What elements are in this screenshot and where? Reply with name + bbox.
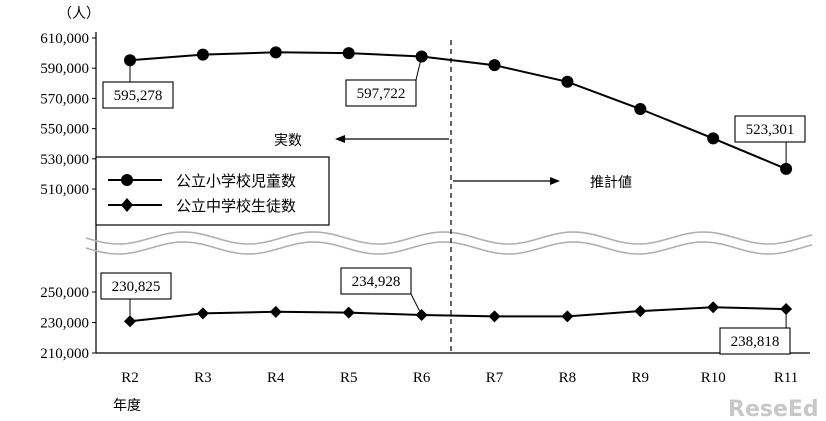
x-axis-title: 年度 [113,398,141,414]
x-tick-label: R10 [701,370,726,386]
estimate-annotation: 推計値 [453,175,632,191]
watermark-logo: ReseEd [728,397,819,421]
data-point-diamond [561,310,574,323]
series-line-0 [129,51,787,170]
x-tick-label: R9 [632,370,650,386]
x-tick-label: R11 [774,370,798,386]
data-point-circle [269,46,282,59]
data-labels: 595,278 597,722 523,301 230,825 234,928 238,8… [100,56,806,355]
y-tick-label: 610,000 [40,31,89,47]
x-tick-label: R6 [413,370,431,386]
legend: 公立小学校児童数 公立中学校生徒数 [95,156,330,226]
data-point-circle [196,48,209,61]
data-label-box [734,115,806,143]
x-ticks: R2 R3 R4 R5 R6 R7 R8 R9 R10 R11 [121,370,798,386]
data-point-diamond [707,301,720,314]
y-tick-label: 230,000 [40,316,89,332]
data-point-diamond [342,306,355,319]
data-point-diamond [488,310,501,323]
legend-diamond-marker [121,198,133,212]
legend-box [95,156,330,226]
data-label-box [340,267,412,295]
x-tick-label: R2 [121,370,139,386]
actual-annotation: 実数 [274,133,449,149]
y-tick-label: 510,000 [40,182,89,198]
data-label: 234,928 [352,274,401,290]
x-tick-label: R4 [267,370,285,386]
x-tick-label: R8 [559,370,577,386]
data-label: 523,301 [746,122,795,138]
y-tick-label: 550,000 [40,122,89,138]
x-tick-label: R5 [340,370,358,386]
data-point-diamond [269,305,282,318]
data-point-circle [561,75,574,88]
x-tick-label: R3 [194,370,212,386]
data-point-circle [342,47,355,60]
unit-label: （人） [58,6,100,22]
estimate-label: 推計値 [590,175,632,191]
data-label-leader [410,293,423,316]
y-tick-label: 250,000 [40,285,89,301]
data-label-leader [415,56,423,81]
data-point-circle [707,132,720,145]
data-point-diamond [196,307,209,320]
y-ticks-lower: 250,000 230,000 210,000 [40,285,96,362]
data-point-circle [488,59,501,72]
series-line-1 [129,306,787,323]
data-point-circle [634,102,647,115]
legend-label-junior-high: 公立中学校生徒数 [176,197,296,215]
data-point-diamond [634,305,647,318]
legend-circle-marker [121,174,133,186]
data-label-box [719,327,791,355]
data-label: 238,818 [731,334,780,350]
y-tick-label: 530,000 [40,152,89,168]
y-tick-label: 570,000 [40,91,89,107]
axis-break [85,231,813,255]
data-label-box [345,79,417,107]
y-tick-label: 210,000 [40,346,89,362]
data-label: 595,278 [114,88,163,104]
y-tick-label: 590,000 [40,61,89,77]
actual-label: 実数 [274,133,302,149]
data-label: 230,825 [112,279,161,295]
y-ticks-upper: 610,000 590,000 570,000 550,000 530,000 510,0… [40,31,96,198]
x-tick-label: R7 [486,370,504,386]
data-label-box [102,81,174,109]
data-label: 597,722 [357,86,406,102]
legend-label-elementary: 公立小学校児童数 [176,172,296,190]
data-label-box [100,272,172,300]
